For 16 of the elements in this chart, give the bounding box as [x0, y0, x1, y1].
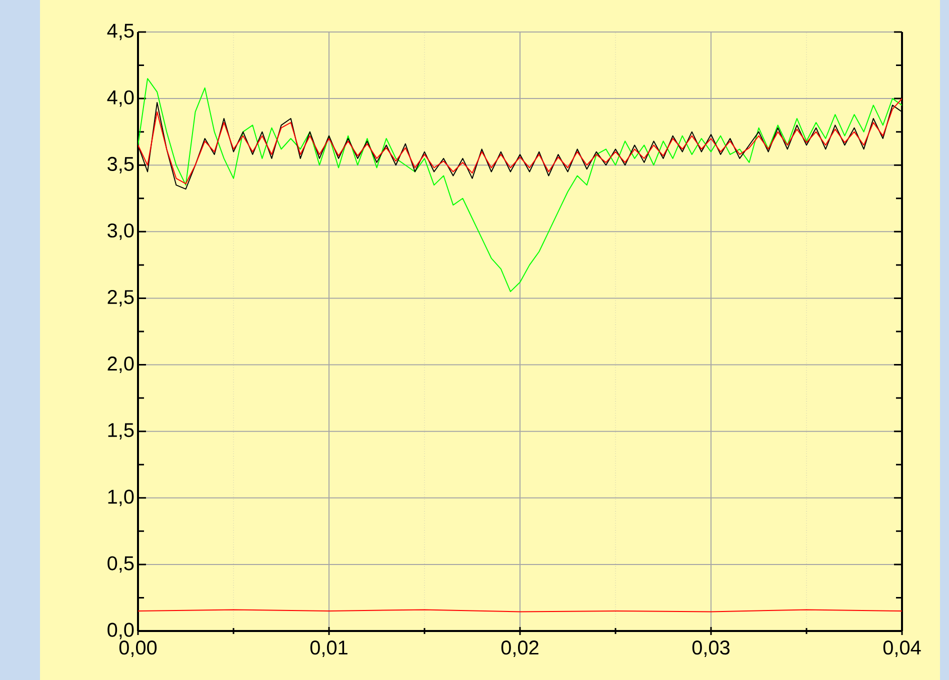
x-tick-label: 0,01 [310, 640, 348, 657]
x-tick-label: 0,00 [119, 640, 157, 657]
x-tick-label: 0,03 [692, 640, 730, 657]
y-tick-label: 0,0 [108, 622, 134, 640]
x-tick-label: 0,02 [501, 640, 538, 657]
y-tick-label: 4,5 [107, 24, 134, 40]
y-tick-label: 2,0 [108, 356, 134, 374]
y-tick-label: 4,0 [107, 90, 134, 107]
line-series [138, 78, 902, 292]
y-tick-label: 1,0 [108, 490, 134, 506]
y-tick-label: 3,5 [108, 156, 134, 174]
y-tick-label: 3,0 [108, 223, 134, 240]
y-tick-label: 0,5 [108, 556, 134, 573]
x-tick-label: 0,04 [883, 640, 921, 657]
y-tick-label: 1,5 [108, 423, 134, 440]
y-tick-label: 2,5 [108, 290, 134, 306]
